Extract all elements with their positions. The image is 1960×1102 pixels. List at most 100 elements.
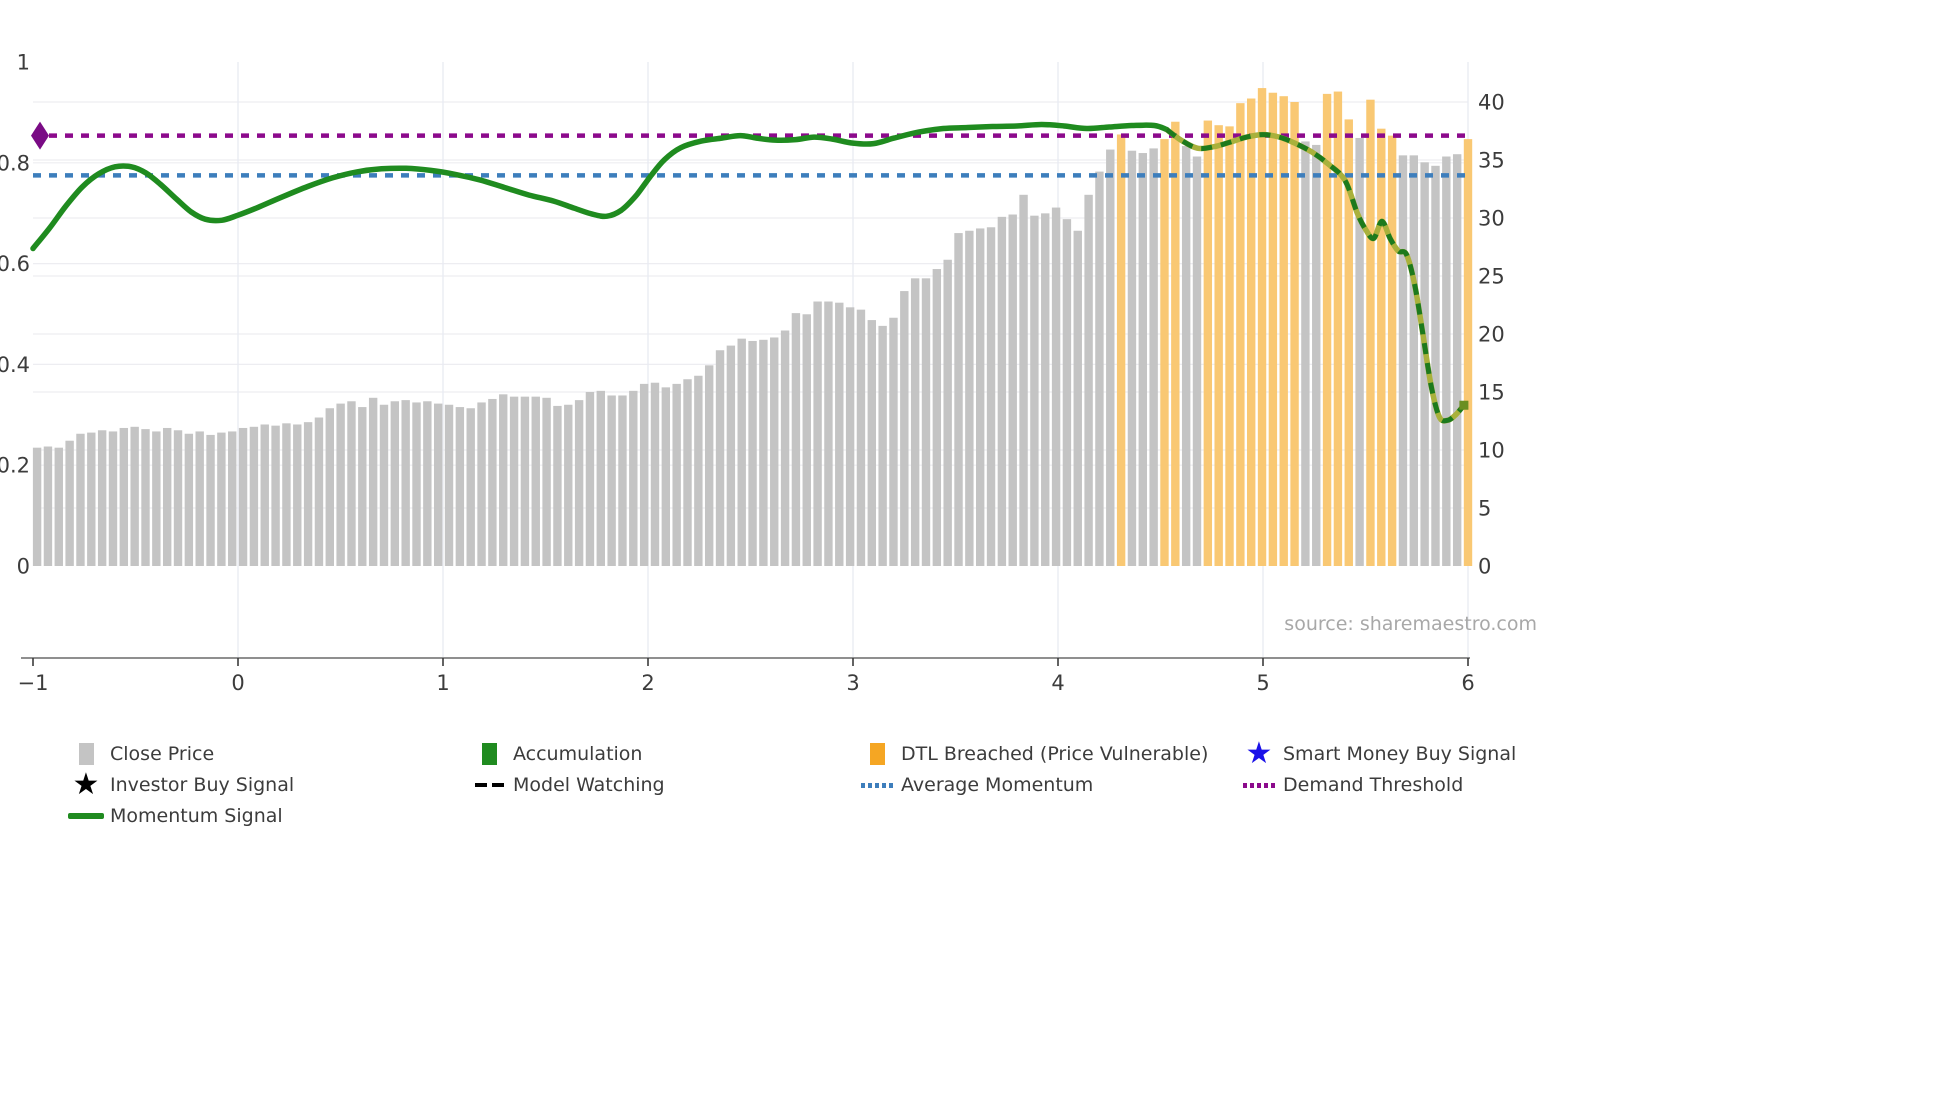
right-tick-label: 5	[1478, 497, 1491, 521]
dtl-breached-bar	[1160, 139, 1169, 566]
close-price-bar	[509, 396, 519, 566]
orange-swatch-icon	[859, 743, 895, 765]
right-tick-label: 0	[1478, 555, 1491, 579]
dtl-breached-bar	[1257, 88, 1267, 566]
close-price-bar	[1181, 146, 1191, 566]
legend-label: Accumulation	[513, 743, 643, 765]
close-price-bar	[1106, 149, 1115, 566]
legend-item-close-price: Close Price	[68, 740, 214, 768]
right-y-axis: 0 5 10 15 20 25 30 35 40	[1478, 91, 1505, 579]
close-price-bar	[455, 407, 465, 566]
close-price-bar	[835, 302, 844, 566]
close-price-bar	[553, 405, 562, 566]
right-tick-label: 30	[1478, 207, 1505, 231]
x-tick-label: 6	[1461, 671, 1474, 695]
close-price-bar	[1355, 137, 1364, 566]
close-price-bar	[119, 427, 129, 566]
close-price-bar	[1084, 194, 1093, 567]
close-price-bar	[1312, 144, 1321, 567]
close-price-bar	[780, 330, 790, 566]
close-price-bar	[466, 408, 475, 566]
dtl-breached-bar	[1236, 103, 1245, 566]
close-price-bar	[87, 432, 96, 566]
close-price-bar	[1030, 215, 1039, 566]
dtl-breached-bar	[1279, 96, 1288, 566]
x-tick-label: 1	[436, 671, 449, 695]
legend-item-dtl-breached: DTL Breached (Price Vulnerable)	[859, 740, 1208, 768]
black-star-icon: ★	[72, 767, 100, 802]
dtl-breached-bar	[1377, 128, 1386, 566]
close-price-bar	[293, 424, 302, 566]
purple-dotted-line-icon	[1241, 782, 1277, 788]
close-price-bar	[921, 278, 931, 566]
demand-threshold-diamond-marker	[31, 121, 49, 150]
close-price-bar	[715, 350, 725, 566]
close-price-bar	[260, 424, 269, 566]
close-price-bar	[1008, 214, 1017, 566]
close-price-bar	[1127, 150, 1137, 566]
close-price-bar	[282, 423, 291, 566]
close-price-bar	[423, 401, 432, 566]
close-price-bar	[650, 382, 660, 566]
green-line-icon	[68, 813, 104, 819]
close-price-bar	[65, 440, 74, 566]
left-tick-label: 0.2	[0, 454, 30, 478]
x-tick-label: 2	[641, 671, 654, 695]
legend-label: Model Watching	[513, 774, 665, 796]
dtl-breached-bar	[1366, 99, 1375, 567]
close-price-bar	[379, 404, 389, 566]
close-price-bar	[336, 403, 345, 566]
dtl-breached-bar	[1290, 102, 1299, 566]
right-tick-label: 40	[1478, 91, 1505, 115]
close-price-bar	[943, 259, 952, 566]
close-price-bar	[672, 383, 681, 566]
close-price-bar	[152, 431, 161, 566]
close-price-bar	[303, 422, 313, 566]
legend-item-momentum-signal: Momentum Signal	[68, 802, 283, 830]
dtl-breached-bar	[1214, 125, 1223, 566]
dtl-breached-bar	[1116, 134, 1126, 567]
legend-label: Smart Money Buy Signal	[1283, 743, 1517, 765]
close-price-bar	[596, 390, 605, 566]
close-price-bar	[965, 230, 974, 566]
left-y-axis: 0 0.2 0.4 0.6 0.8 1	[0, 51, 30, 579]
x-axis: −1 0 1 2 3 4 5 6	[18, 657, 1475, 695]
right-tick-label: 20	[1478, 323, 1505, 347]
close-price-bar	[249, 426, 259, 566]
close-price-bar	[368, 397, 378, 566]
close-price-bar	[726, 345, 736, 566]
close-price-bar	[433, 403, 443, 566]
close-price-bar	[1301, 141, 1310, 566]
close-price-bar	[975, 228, 985, 566]
dtl-breached-bar	[1463, 139, 1473, 566]
close-price-bar	[130, 426, 139, 566]
close-price-bar	[531, 396, 540, 566]
close-price-bars	[32, 88, 1473, 567]
close-price-bar	[184, 433, 194, 566]
close-price-bar	[1431, 165, 1440, 567]
close-price-bar	[1442, 156, 1451, 566]
close-price-bar	[228, 431, 237, 566]
close-price-bar	[910, 278, 920, 566]
close-price-bar	[1398, 155, 1408, 567]
close-price-bar	[737, 338, 746, 566]
close-price-bar	[1452, 154, 1462, 566]
close-price-bar	[1409, 155, 1419, 567]
close-price-bar	[97, 430, 107, 566]
legend-label: Momentum Signal	[110, 805, 283, 827]
close-price-bar	[694, 375, 703, 566]
close-price-bar	[802, 314, 811, 566]
close-price-bar	[1192, 156, 1202, 566]
left-tick-label: 0.4	[0, 353, 30, 377]
close-price-bar	[889, 317, 898, 566]
legend-label: Close Price	[110, 743, 215, 765]
close-price-bar	[1051, 207, 1061, 566]
legend-label: DTL Breached (Price Vulnerable)	[901, 743, 1209, 765]
close-price-bar	[759, 339, 768, 566]
close-price-bar	[683, 379, 692, 566]
close-price-bar	[574, 400, 584, 566]
dtl-breached-bar	[1171, 121, 1180, 566]
left-tick-label: 0.6	[0, 252, 30, 276]
